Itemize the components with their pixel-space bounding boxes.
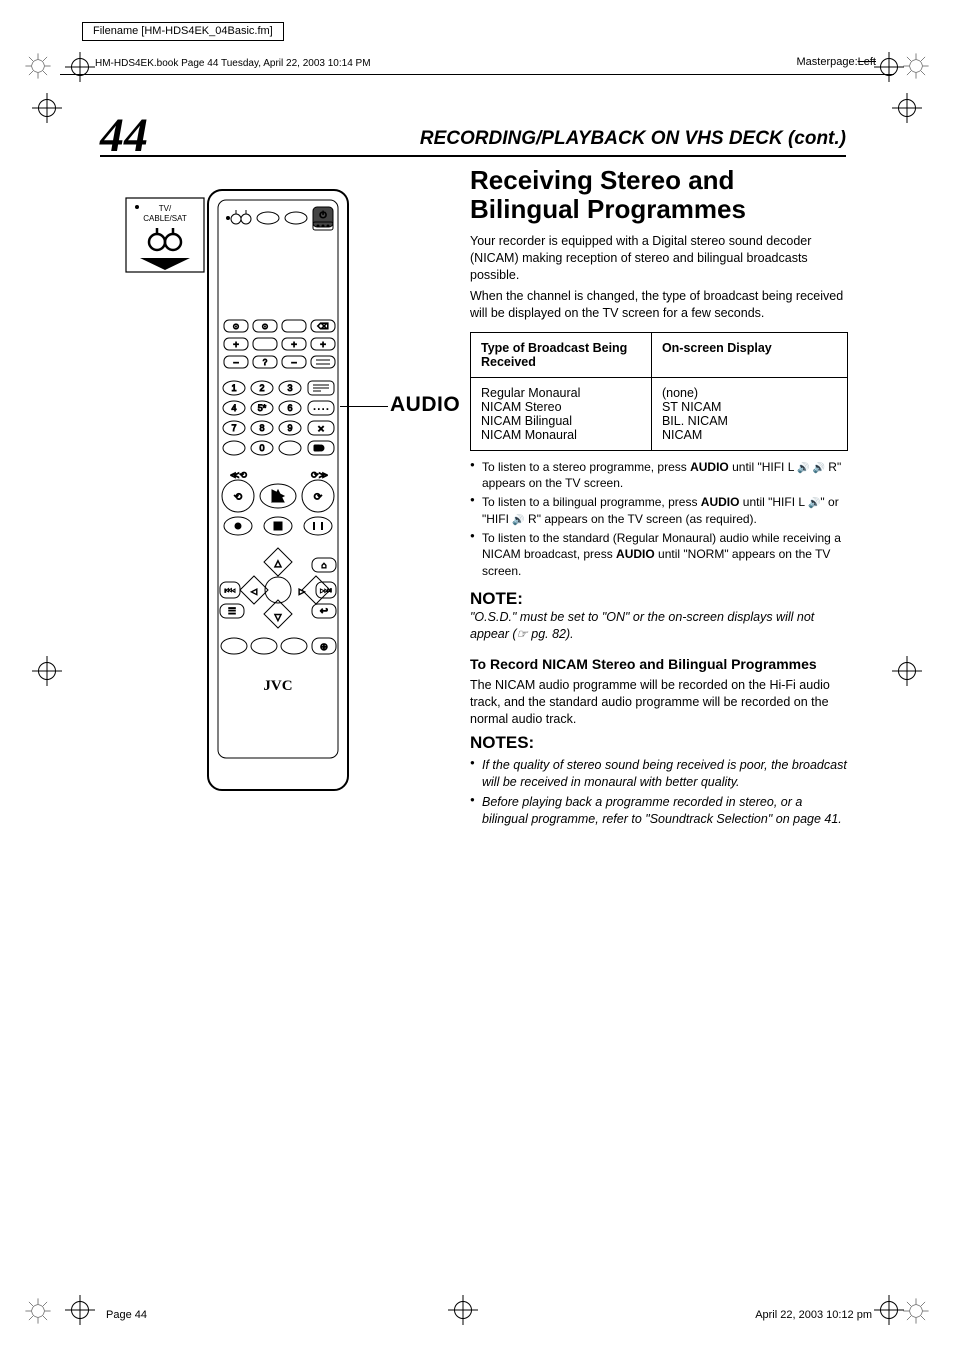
svg-text:⟲: ⟲ xyxy=(234,492,243,503)
svg-text:≪⟲: ≪⟲ xyxy=(230,470,247,480)
masterpage-label: Masterpage:Left xyxy=(796,56,876,68)
note-body: "O.S.D." must be set to "ON" or the on-s… xyxy=(470,609,848,643)
regmark-sunburst xyxy=(902,52,930,80)
svg-text:☰: ☰ xyxy=(228,606,236,616)
section-title: RECORDING/PLAYBACK ON VHS DECK (cont.) xyxy=(420,128,846,150)
tv-label-1: TV/ xyxy=(159,204,172,213)
svg-text:6: 6 xyxy=(287,403,292,413)
regmark-cross xyxy=(448,1295,478,1325)
svg-text:+: + xyxy=(320,340,326,351)
tv-label-2: CABLE/SAT xyxy=(143,214,187,223)
svg-text:△: △ xyxy=(275,558,282,568)
audio-pointer-label: AUDIO xyxy=(390,393,460,417)
svg-text:2: 2 xyxy=(259,383,264,393)
footer-left: Page 44 xyxy=(106,1309,147,1321)
filename-box: Filename [HM-HDS4EK_04Basic.fm] xyxy=(82,22,284,41)
svg-text:−: − xyxy=(233,358,239,369)
bullet-list: If the quality of stereo sound being rec… xyxy=(470,757,848,828)
bullet-list: To listen to a stereo programme, press A… xyxy=(470,459,848,579)
regmark-cross xyxy=(892,93,922,123)
regmark-sunburst xyxy=(24,1297,52,1325)
bookline: HM-HDS4EK.book Page 44 Tuesday, April 22… xyxy=(95,58,371,69)
broadcast-table: Type of Broadcast Being Received On-scre… xyxy=(470,332,848,451)
table-cell: Regular Monaural NICAM Stereo NICAM Bili… xyxy=(471,377,652,450)
svg-text:⌫: ⌫ xyxy=(317,322,328,331)
svg-text:▽: ▽ xyxy=(275,612,282,622)
list-item: To listen to the standard (Regular Monau… xyxy=(470,530,848,579)
paragraph: The NICAM audio programme will be record… xyxy=(470,677,848,728)
svg-text:?: ? xyxy=(263,358,268,367)
svg-text:7: 7 xyxy=(231,423,236,433)
svg-text:▸⏭: ▸⏭ xyxy=(320,586,331,595)
notes-heading: NOTES: xyxy=(470,733,848,753)
svg-text:⟳: ⟳ xyxy=(314,492,323,503)
svg-text:4: 4 xyxy=(231,403,236,413)
regmark-sunburst xyxy=(24,52,52,80)
regmark-cross xyxy=(32,93,62,123)
svg-text:9: 9 xyxy=(287,423,292,433)
table-cell: (none) ST NICAM BIL. NICAM NICAM xyxy=(651,377,847,450)
header-rule xyxy=(60,74,894,75)
svg-text:· · · ·: · · · · xyxy=(313,406,328,413)
svg-text:+: + xyxy=(291,340,297,351)
heading-1: Receiving Stereo and Bilingual Programme… xyxy=(470,166,848,223)
paragraph: When the channel is changed, the type of… xyxy=(470,288,848,322)
svg-text:⊙: ⊙ xyxy=(233,322,240,331)
svg-text:5*: 5* xyxy=(258,403,267,413)
regmark-sunburst xyxy=(902,1297,930,1325)
svg-text:8: 8 xyxy=(259,423,264,433)
svg-text:0: 0 xyxy=(259,443,264,453)
svg-text:−: − xyxy=(291,358,297,369)
list-item: To listen to a stereo programme, press A… xyxy=(470,459,848,492)
svg-text:1: 1 xyxy=(231,383,236,393)
remote-brand: JVC xyxy=(263,678,292,694)
remote-diagram: TV/ CABLE/SAT ⏻ xyxy=(100,180,450,800)
masterpage-struck: Left xyxy=(858,56,876,68)
svg-text:⊙: ⊙ xyxy=(262,322,269,331)
svg-text:↩: ↩ xyxy=(320,606,328,617)
table-header: Type of Broadcast Being Received xyxy=(471,332,652,377)
svg-text:⟳≫: ⟳≫ xyxy=(311,470,328,480)
svg-text:▷: ▷ xyxy=(299,587,306,596)
footer-right: April 22, 2003 10:12 pm xyxy=(755,1309,872,1321)
svg-text:◁: ◁ xyxy=(251,587,258,596)
masterpage-prefix: Masterpage: xyxy=(796,56,857,68)
svg-text:⏮◂: ⏮◂ xyxy=(225,586,236,595)
svg-text:⌂: ⌂ xyxy=(321,560,326,570)
list-item: Before playing back a programme recorded… xyxy=(470,794,848,828)
regmark-cross xyxy=(65,1295,95,1325)
note-heading: NOTE: xyxy=(470,589,848,609)
regmark-cross xyxy=(65,52,95,82)
list-item: If the quality of stereo sound being rec… xyxy=(470,757,848,791)
regmark-cross xyxy=(874,52,904,82)
list-item: To listen to a bilingual programme, pres… xyxy=(470,494,848,527)
regmark-cross xyxy=(892,656,922,686)
svg-text:✕: ✕ xyxy=(317,424,325,434)
svg-text:⏻: ⏻ xyxy=(319,210,326,220)
section-rule xyxy=(100,155,846,157)
regmark-cross xyxy=(874,1295,904,1325)
page-root: Filename [HM-HDS4EK_04Basic.fm] HM-HDS4E… xyxy=(0,0,954,1351)
paragraph: Your recorder is equipped with a Digital… xyxy=(470,233,848,284)
svg-text:⊕: ⊕ xyxy=(320,642,328,653)
audio-pointer-line xyxy=(340,406,388,407)
sub-heading: To Record NICAM Stereo and Bilingual Pro… xyxy=(470,655,848,673)
table-header: On-screen Display xyxy=(651,332,847,377)
regmark-cross xyxy=(32,656,62,686)
svg-text:+: + xyxy=(233,340,239,351)
content-column: Receiving Stereo and Bilingual Programme… xyxy=(470,166,848,838)
svg-text:3: 3 xyxy=(287,383,292,393)
